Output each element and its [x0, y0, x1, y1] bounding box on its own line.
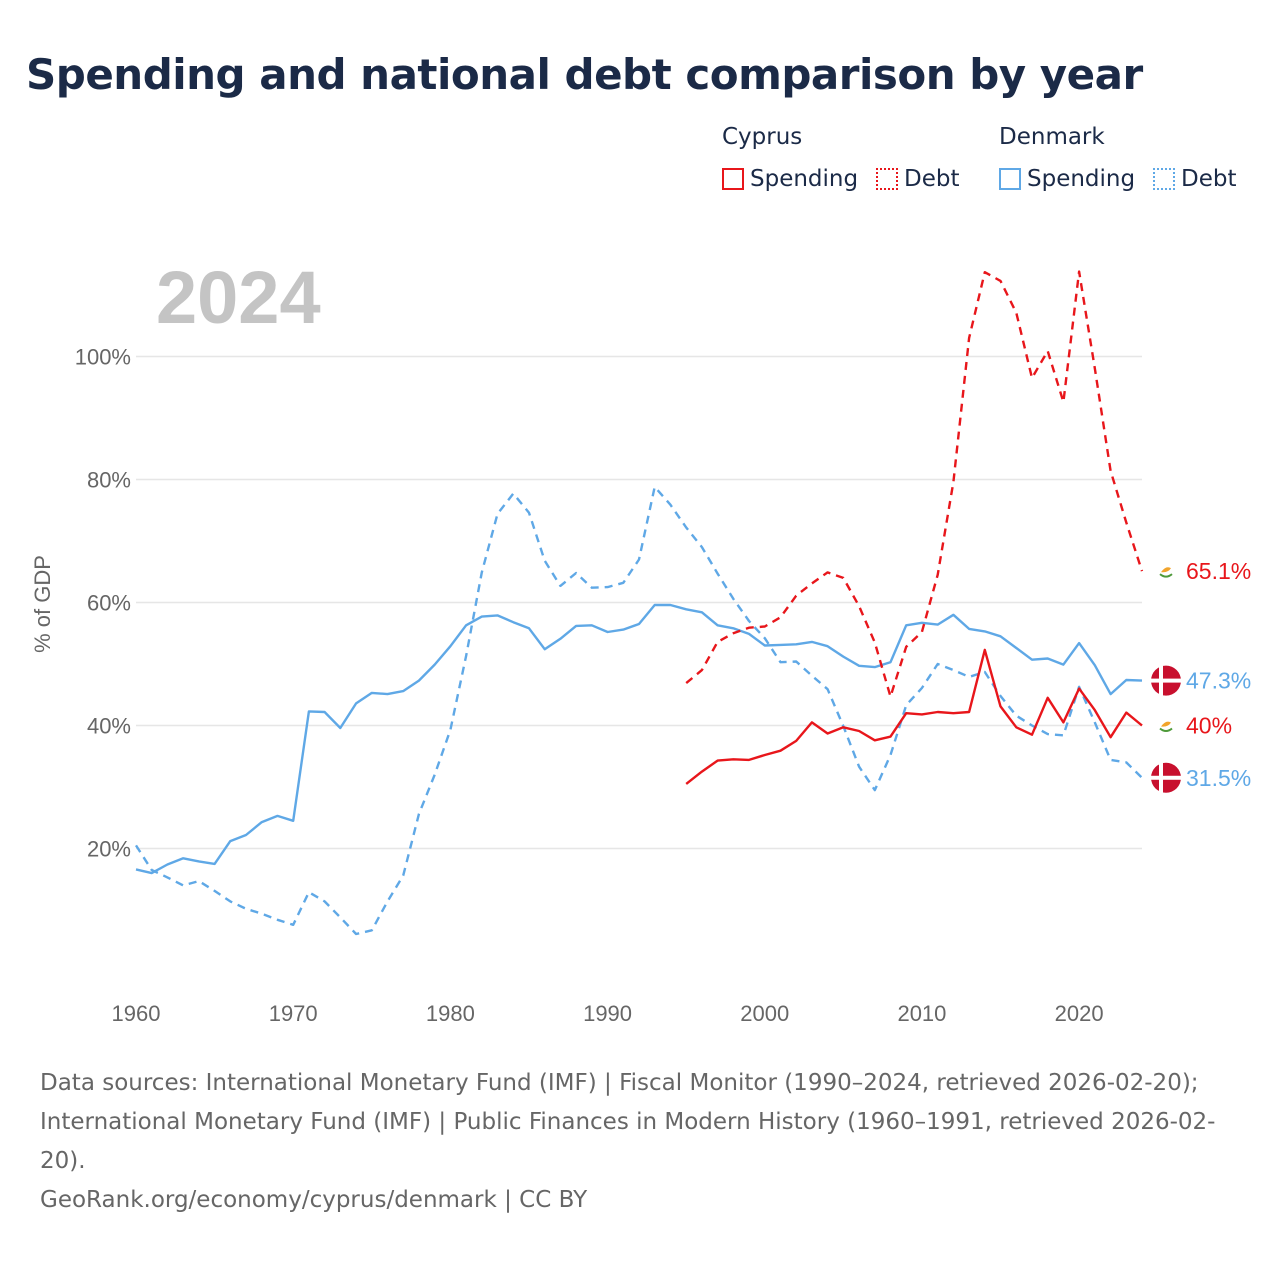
x-tick-label: 2010 [897, 1001, 946, 1026]
y-tick-label: 80% [87, 468, 131, 493]
cyprus-flag-icon [1159, 718, 1173, 733]
denmark-flag-icon [1151, 665, 1181, 696]
legend-swatch-solid-icon [999, 168, 1021, 190]
end-value-label: 40% [1186, 713, 1232, 739]
y-tick-label: 40% [87, 714, 131, 739]
x-tick-label: 2020 [1055, 1001, 1104, 1026]
credit-link[interactable]: GeoRank.org/economy/cyprus/denmark | CC … [40, 1187, 588, 1213]
legend-label: Debt [1181, 166, 1237, 192]
x-tick-label: 1970 [269, 1001, 318, 1026]
series-line-denmark-spending[interactable] [135, 603, 1143, 875]
legend-denmark-spending[interactable]: Spending [999, 166, 1135, 192]
x-tick-label: 1960 [112, 1001, 161, 1026]
series-line-cyprus-debt[interactable] [685, 270, 1144, 698]
end-value-label: 47.3% [1186, 668, 1251, 694]
legend-swatch-solid-icon [722, 168, 744, 190]
x-tick-label: 1980 [426, 1001, 475, 1026]
y-tick-label: 20% [87, 837, 131, 862]
legend-cyprus-debt[interactable]: Debt [876, 166, 959, 192]
legend-swatch-dotted-icon [1153, 168, 1175, 190]
end-value-label: 31.5% [1186, 765, 1251, 791]
y-axis-label: % of GDP [30, 555, 55, 653]
legend-country-denmark: Denmark [999, 124, 1105, 150]
series-line-cyprus-spending[interactable] [685, 648, 1143, 785]
denmark-flag-icon [1151, 762, 1181, 793]
line-chart: 2024 % of GDP 20% 40% 60% 80% 100% 1960 1970 1… [30, 256, 1251, 1026]
legend-swatch-dotted-icon [876, 168, 898, 190]
y-tick-label: 100% [75, 345, 131, 370]
series-line-denmark-debt[interactable] [134, 485, 1143, 936]
year-watermark: 2024 [156, 256, 321, 339]
x-tick-label: 2000 [740, 1001, 789, 1026]
legend-cyprus-spending[interactable]: Spending [722, 166, 858, 192]
legend-denmark-debt[interactable]: Debt [1153, 166, 1236, 192]
cyprus-flag-icon [1159, 564, 1173, 579]
legend-label: Spending [750, 166, 859, 192]
chart-title: Spending and national debt comparison by… [26, 50, 1143, 99]
y-tick-label: 60% [87, 591, 131, 616]
x-tick-label: 1990 [583, 1001, 632, 1026]
data-sources-note: Data sources: International Monetary Fun… [40, 1070, 1216, 1174]
legend-label: Debt [904, 166, 960, 192]
legend-label: Spending [1027, 166, 1136, 192]
end-value-label: 65.1% [1186, 558, 1251, 584]
legend-country-cyprus: Cyprus [722, 124, 803, 150]
